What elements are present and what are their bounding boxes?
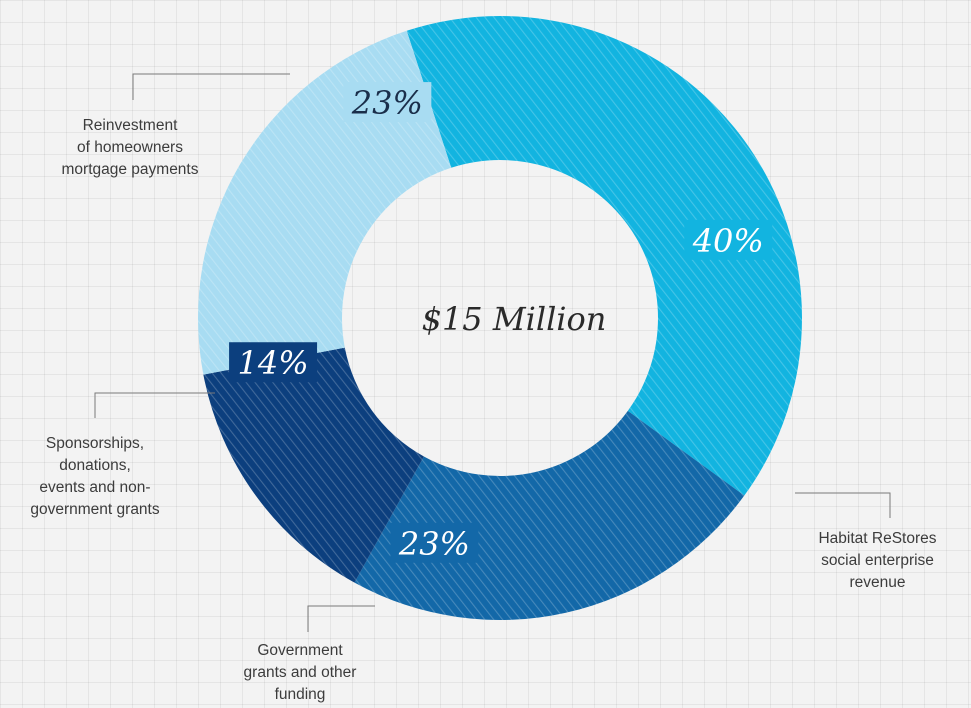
label-line: revenue [849,574,906,591]
leader-line [307,605,375,632]
percent-label: 40% [684,219,773,260]
percent-label-text: 40% [692,222,764,260]
label-line: Reinvestment [82,117,178,134]
donut-slices [197,16,802,620]
label-line: social enterprise [821,552,934,569]
percent-label-text: 14% [238,344,309,382]
label-line: Government [257,642,343,659]
percent-label-box [229,342,318,383]
label-line: Habitat ReStores [818,530,937,547]
leader-line [795,492,891,518]
slice-scribble-texture [203,347,424,583]
label-sponsorships: Sponsorships, donations, events and non-… [5,433,185,521]
label-line: Sponsorships, [45,435,145,452]
label-government: Government grants and other funding [215,640,385,706]
leader-line [94,392,215,418]
center-label: $15 Million [422,300,607,338]
percent-label-box [390,522,479,563]
slice-scribble-texture [354,410,745,620]
label-line: funding [274,686,326,703]
label-restores: Habitat ReStores social enterprise reven… [790,528,965,594]
slice-scribble-texture [406,16,802,496]
percent-label-box [684,219,773,260]
label-line: government grants [30,501,160,518]
label-line: donations, [59,457,131,474]
label-line: grants and other [243,664,357,681]
percent-label-box [343,82,432,123]
leader-lines [94,73,891,632]
label-line: events and non- [39,479,151,496]
percent-labels: 40% 23% 14% 23% [229,82,773,563]
percent-label-text: 23% [398,525,470,563]
percent-label: 14% [229,342,318,383]
label-line: of homeowners [77,139,183,156]
leader-line [132,73,290,100]
label-reinvestment: Reinvestment of homeowners mortgage paym… [30,115,230,181]
percent-label: 23% [343,82,432,123]
label-line: mortgage payments [61,161,199,178]
percent-label-text: 23% [351,84,423,122]
percent-label: 23% [390,522,479,563]
